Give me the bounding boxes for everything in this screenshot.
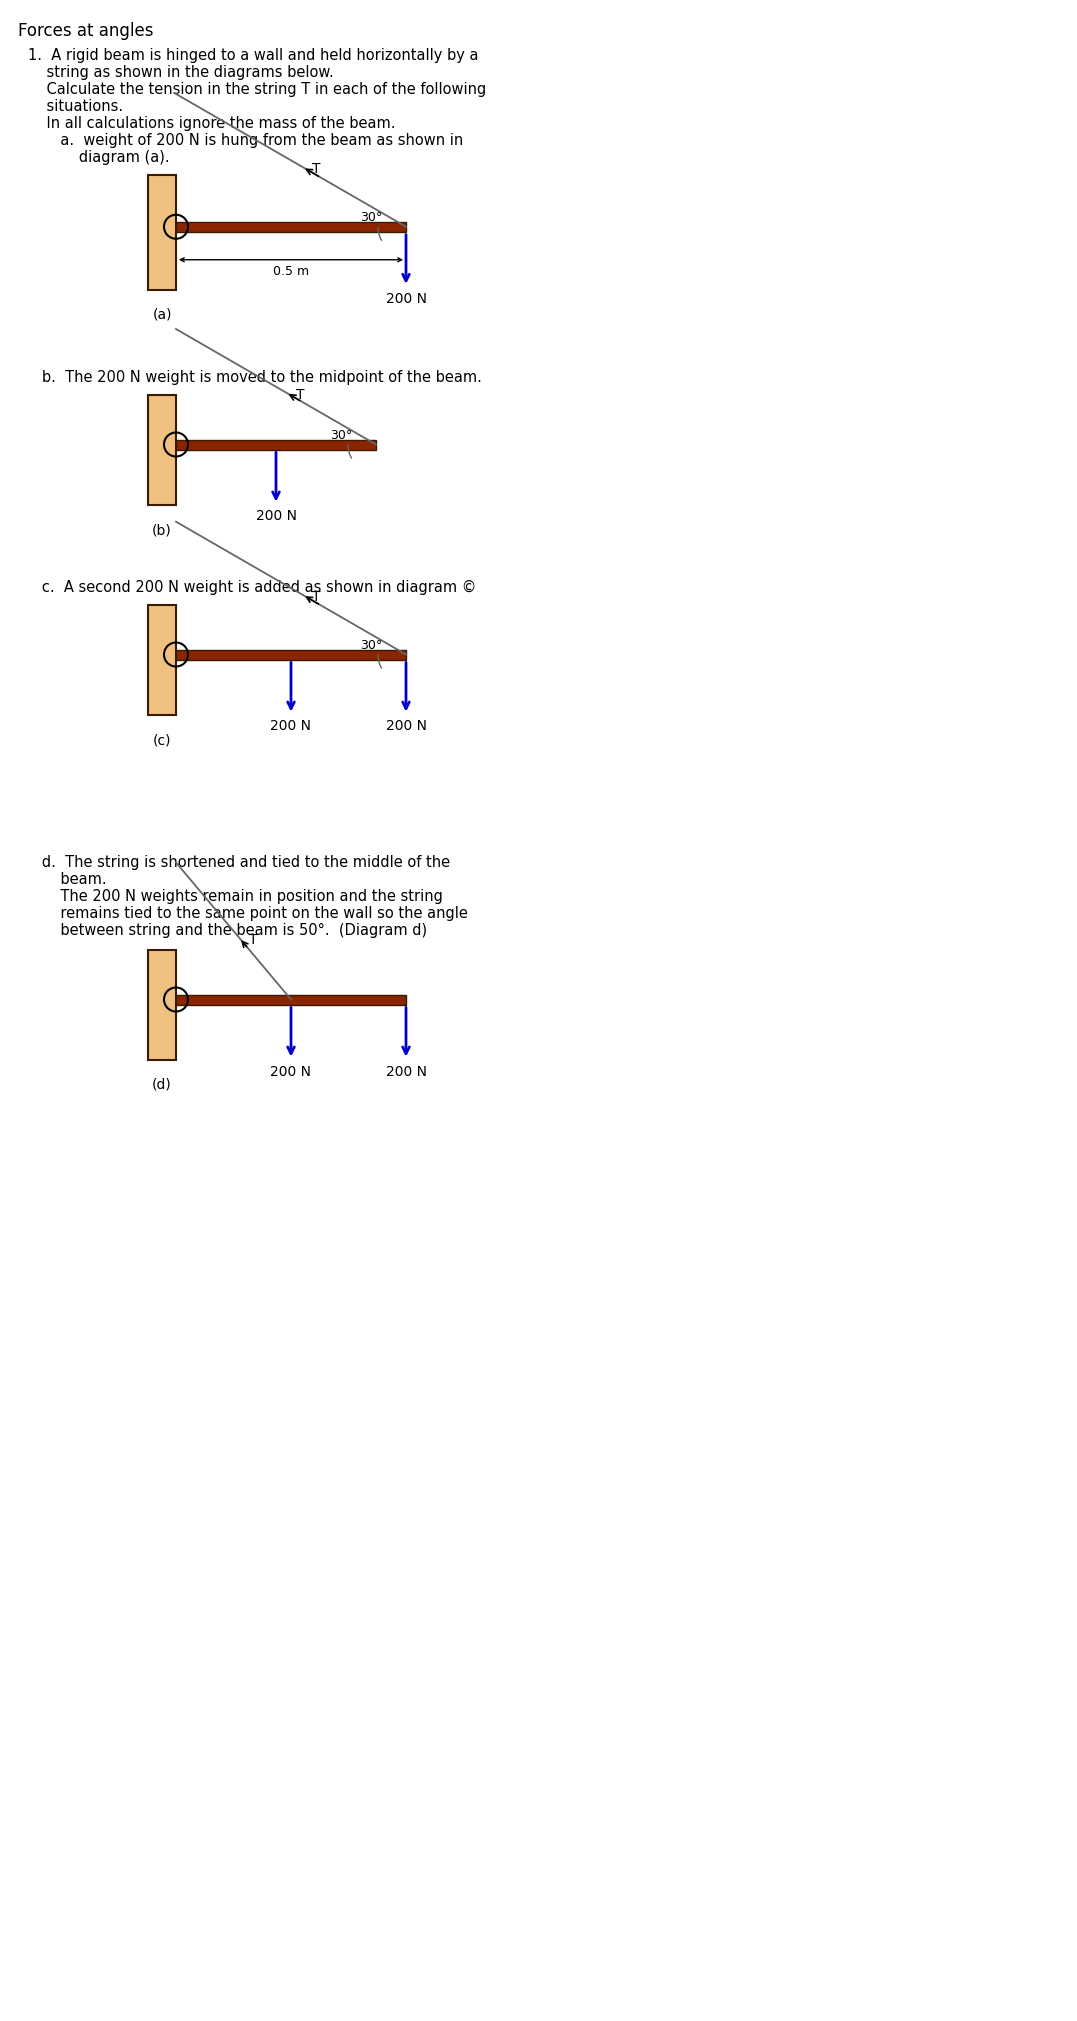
Text: 200 N: 200 N <box>255 509 296 523</box>
Text: string as shown in the diagrams below.: string as shown in the diagrams below. <box>28 65 334 81</box>
Text: 200 N: 200 N <box>386 719 426 734</box>
Text: 200 N: 200 N <box>270 719 311 734</box>
Text: (b): (b) <box>152 523 172 538</box>
Text: 1.  A rigid beam is hinged to a wall and held horizontally by a: 1. A rigid beam is hinged to a wall and … <box>28 49 478 63</box>
Text: (c): (c) <box>153 734 171 748</box>
Text: 0.5 m: 0.5 m <box>272 265 309 277</box>
Bar <box>176 994 406 1004</box>
Bar <box>148 604 176 715</box>
Text: 30°: 30° <box>360 639 382 651</box>
Bar <box>176 439 376 449</box>
Text: T: T <box>296 388 305 402</box>
Text: The 200 N weights remain in position and the string: The 200 N weights remain in position and… <box>28 889 443 903</box>
Text: d.  The string is shortened and tied to the middle of the: d. The string is shortened and tied to t… <box>28 855 450 869</box>
Bar <box>148 950 176 1059</box>
Bar <box>176 649 406 659</box>
Text: Forces at angles: Forces at angles <box>18 22 154 40</box>
Text: T: T <box>312 590 321 604</box>
Text: situations.: situations. <box>28 99 123 113</box>
Text: diagram (a).: diagram (a). <box>28 150 169 166</box>
Text: between string and the beam is 50°.  (Diagram d): between string and the beam is 50°. (Dia… <box>28 924 428 938</box>
Text: (a): (a) <box>152 307 171 321</box>
Text: beam.: beam. <box>28 871 107 887</box>
Text: T: T <box>312 162 321 176</box>
Text: c.  A second 200 N weight is added as shown in diagram ©: c. A second 200 N weight is added as sho… <box>28 580 476 594</box>
Text: 200 N: 200 N <box>386 1065 426 1079</box>
Text: 200 N: 200 N <box>386 291 426 305</box>
Text: a.  weight of 200 N is hung from the beam as shown in: a. weight of 200 N is hung from the beam… <box>28 133 463 148</box>
Bar <box>176 222 406 232</box>
Text: 200 N: 200 N <box>270 1065 311 1079</box>
Text: 30°: 30° <box>331 428 352 443</box>
Text: Calculate the tension in the string T in each of the following: Calculate the tension in the string T in… <box>28 83 486 97</box>
Bar <box>148 394 176 505</box>
Text: b.  The 200 N weight is moved to the midpoint of the beam.: b. The 200 N weight is moved to the midp… <box>28 370 481 384</box>
Bar <box>148 176 176 289</box>
Text: In all calculations ignore the mass of the beam.: In all calculations ignore the mass of t… <box>28 115 395 131</box>
Text: 30°: 30° <box>360 210 382 224</box>
Text: (d): (d) <box>152 1077 172 1091</box>
Text: remains tied to the same point on the wall so the angle: remains tied to the same point on the wa… <box>28 905 467 922</box>
Text: T: T <box>249 934 257 946</box>
